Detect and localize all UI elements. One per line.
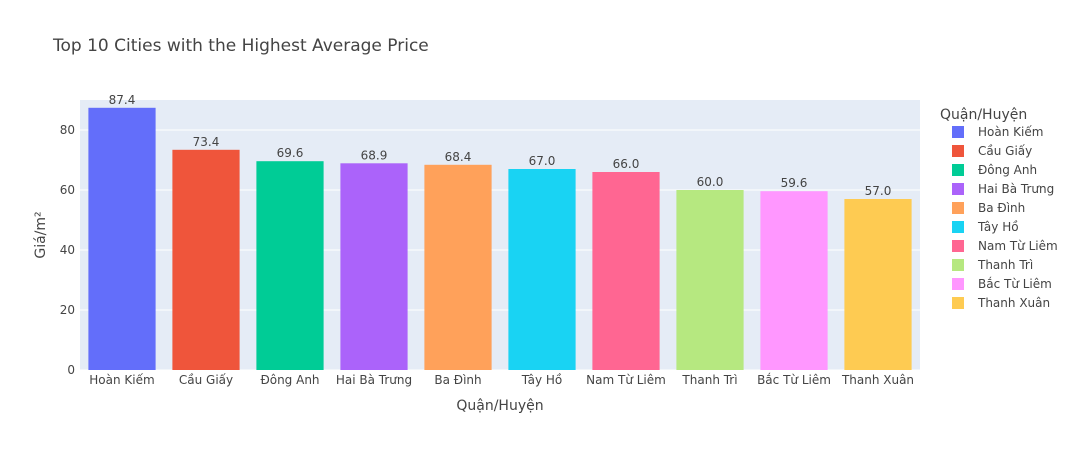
- y-tick-label: 20: [60, 303, 75, 317]
- y-tick-label: 40: [60, 243, 75, 257]
- x-tick-label: Bắc Từ Liêm: [757, 373, 831, 387]
- legend-item-label: Tây Hồ: [977, 220, 1019, 234]
- legend-item-label: Đông Anh: [978, 163, 1037, 177]
- legend-item-label: Hoàn Kiếm: [978, 125, 1043, 139]
- x-tick-label: Thanh Xuân: [841, 373, 914, 387]
- bar: [88, 107, 156, 371]
- bar-labels: 87.4 73.4 69.6 68.9 68.4 67.0 66.0 60.0 59.6 57.0: [109, 93, 892, 198]
- x-tick-label: Thanh Trì: [681, 373, 737, 387]
- bar-value-label: 68.9: [361, 148, 388, 162]
- bar: [424, 164, 492, 370]
- bar: [844, 199, 912, 370]
- legend-swatch: [952, 297, 964, 309]
- bar-value-label: 57.0: [865, 184, 892, 198]
- bar-value-label: 66.0: [613, 157, 640, 171]
- legend-swatch: [952, 164, 964, 176]
- legend-swatch: [952, 145, 964, 157]
- legend-item-label: Bắc Từ Liêm: [978, 277, 1052, 291]
- bar: [592, 172, 660, 370]
- legend-item-label: Hai Bà Trưng: [978, 182, 1054, 196]
- legend-item-label: Thanh Xuân: [977, 296, 1050, 310]
- bar-value-label: 60.0: [697, 175, 724, 189]
- chart-title: Top 10 Cities with the Highest Average P…: [52, 36, 429, 56]
- legend-swatch: [952, 221, 964, 233]
- bar: [760, 191, 828, 370]
- legend-swatch: [952, 183, 964, 195]
- x-tick-label: Hoàn Kiếm: [89, 373, 154, 387]
- legend-item-label: Ba Đình: [978, 201, 1025, 215]
- legend-swatch: [952, 202, 964, 214]
- bar-value-label: 69.6: [277, 146, 304, 160]
- bar: [172, 149, 240, 370]
- bar: [256, 161, 324, 370]
- legend-item-label: Thanh Trì: [977, 258, 1033, 272]
- bar-value-label: 59.6: [781, 176, 808, 190]
- legend-swatch: [952, 126, 964, 138]
- y-axis-ticks: 0 20 40 60 80: [60, 123, 75, 377]
- x-tick-label: Ba Đình: [434, 373, 481, 387]
- bar-value-label: 73.4: [193, 135, 220, 149]
- x-tick-label: Hai Bà Trưng: [336, 373, 412, 387]
- bar-value-label: 67.0: [529, 154, 556, 168]
- bar-value-label: 68.4: [445, 150, 472, 164]
- legend-item-label: Cầu Giấy: [978, 144, 1032, 158]
- bar-value-label: 87.4: [109, 93, 136, 107]
- y-tick-label: 0: [67, 363, 75, 377]
- x-axis-ticks: Hoàn Kiếm Cầu Giấy Đông Anh Hai Bà Trưng Ba …: [89, 373, 914, 387]
- x-axis-title: Quận/Huyện: [456, 398, 543, 414]
- x-tick-label: Đông Anh: [260, 373, 319, 387]
- bar: [676, 190, 744, 370]
- x-tick-label: Tây Hồ: [521, 373, 563, 387]
- legend-item-label: Nam Từ Liêm: [978, 239, 1058, 253]
- x-tick-label: Cầu Giấy: [179, 373, 233, 387]
- legend-title: Quận/Huyện: [940, 107, 1027, 123]
- legend-swatch: [952, 240, 964, 252]
- legend: Quận/Huyện Hoàn Kiếm Cầu Giấy Đông Anh Hai …: [940, 107, 1058, 310]
- y-tick-label: 60: [60, 183, 75, 197]
- y-tick-label: 80: [60, 123, 75, 137]
- legend-swatch: [952, 259, 964, 271]
- bar: [508, 169, 576, 370]
- y-axis-title: Giá/m²: [33, 211, 49, 258]
- bars: [88, 107, 912, 371]
- bar: [340, 163, 408, 370]
- x-tick-label: Nam Từ Liêm: [586, 373, 666, 387]
- legend-swatch: [952, 278, 964, 290]
